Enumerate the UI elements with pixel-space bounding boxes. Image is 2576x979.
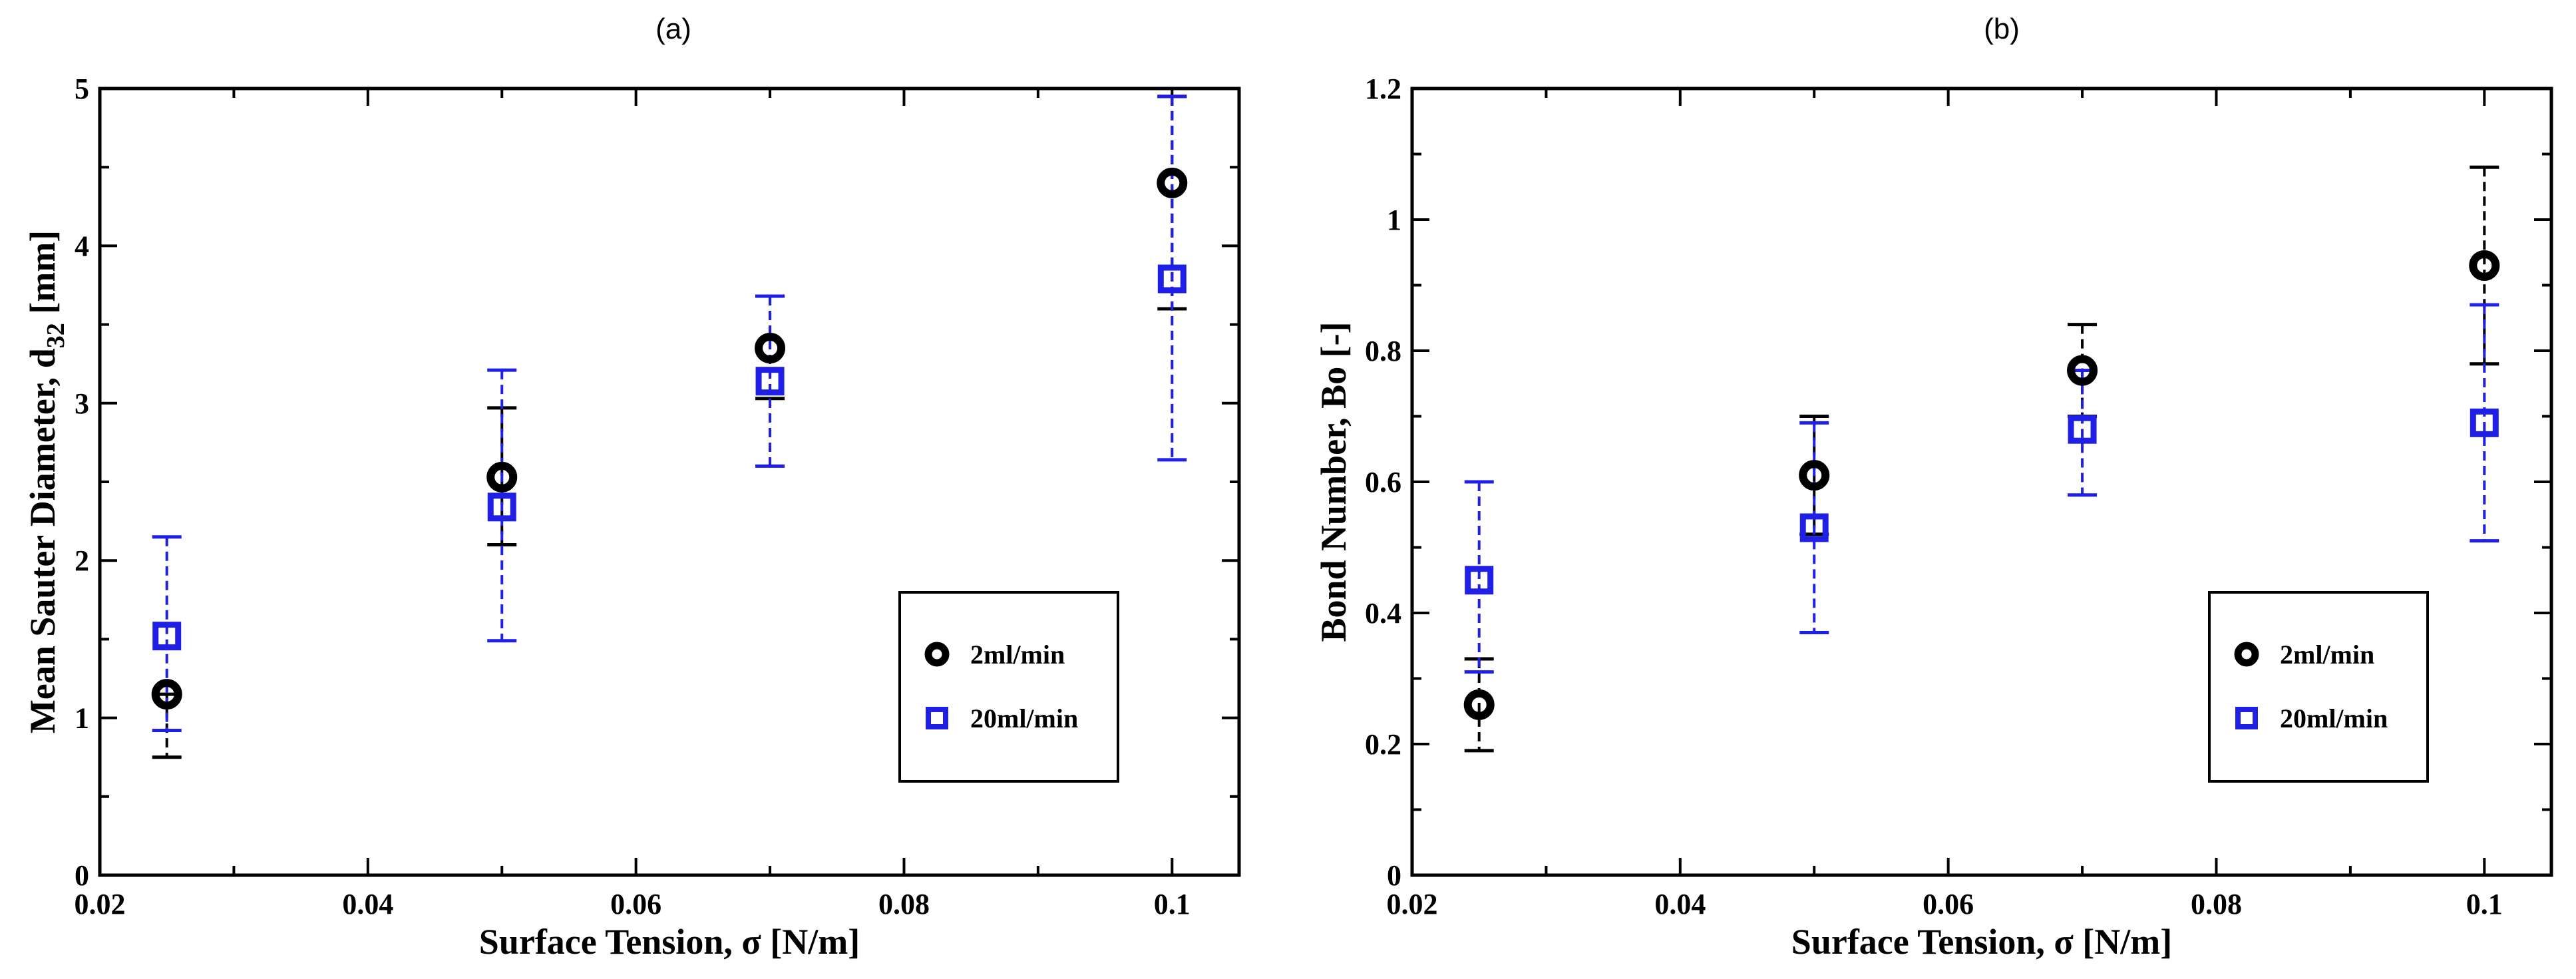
data-point-2ml	[2067, 355, 2098, 386]
data-point-2ml	[1157, 167, 1188, 198]
x-tick-label: 0.1	[1154, 888, 1191, 920]
panel-a-label: (a)	[655, 13, 691, 45]
data-point-20ml	[1799, 513, 1829, 542]
panel-b-x-axis-title: Surface Tension, σ [N/m]	[1791, 922, 2172, 962]
data-point-2ml	[1463, 689, 1495, 720]
panel-b-ticks	[1411, 87, 2551, 877]
data-point-2ml	[151, 679, 182, 710]
y-tick-label: 2	[75, 544, 89, 577]
x-tick-label: 0.1	[2466, 888, 2503, 920]
x-tick-label: 0.04	[342, 888, 393, 920]
panel-b-legend: 2ml/min 20ml/min	[2208, 591, 2429, 783]
y-tick-label: 0	[1387, 859, 1401, 892]
panel-a-legend-box	[898, 591, 1119, 783]
panel-a-legend-label-2ml: 2ml/min	[970, 640, 1065, 670]
panel-b-legend-square-marker	[2235, 707, 2258, 729]
panel-b-legend-label-20ml: 20ml/min	[2280, 703, 2388, 733]
data-point-20ml	[152, 622, 182, 651]
y-tick-label: 5	[75, 73, 89, 105]
panel-a-legend-circle-marker	[924, 642, 950, 667]
data-point-20ml	[2470, 408, 2499, 437]
panel-a-marks	[151, 95, 1188, 759]
x-tick-label: 0.08	[2191, 888, 2242, 920]
data-point-20ml	[487, 492, 516, 522]
panel-b-legend-label-2ml: 2ml/min	[2280, 640, 2374, 670]
x-tick-label: 0.02	[75, 888, 126, 920]
panel-a-tick-labels: 0.02 0.04 0.06 0.08 0.1 0 1 2 3 4 5	[75, 73, 1191, 920]
x-tick-label: 0.06	[610, 888, 661, 920]
y-tick-label: 0.8	[1365, 335, 1401, 367]
panel-a: (a) 0.02 0.04 0.06 0.08 0.1 0 1 2 3 4 5 Surface Te…	[23, 13, 1241, 962]
y-tick-label: 0.4	[1365, 597, 1401, 630]
panel-a-legend-square-marker	[926, 707, 948, 729]
y-tick-label: 4	[75, 230, 89, 262]
panel-b: (b) 0.02 0.04 0.06 0.08 0.1 0 0.2 0.4 0.6 0.8 1 1.2…	[1314, 13, 2553, 962]
y-tick-label: 0	[75, 859, 89, 892]
data-point-2ml	[755, 333, 786, 364]
x-tick-label: 0.04	[1654, 888, 1706, 920]
data-point-2ml	[486, 461, 518, 492]
panel-a-y-axis-title-unit: [mm]	[23, 230, 63, 323]
data-point-20ml	[755, 367, 785, 396]
y-tick-label: 3	[75, 387, 89, 420]
x-tick-label: 0.08	[878, 888, 930, 920]
panel-b-legend-circle-marker	[2234, 642, 2259, 667]
data-point-2ml	[2469, 250, 2500, 281]
panel-a-legend: 2ml/min 20ml/min	[898, 591, 1119, 783]
panel-a-y-axis-title-subscript: 32	[42, 323, 70, 348]
x-tick-label: 0.02	[1387, 888, 1438, 920]
panel-b-legend-box	[2208, 591, 2429, 783]
panel-a-x-axis-title: Surface Tension, σ [N/m]	[479, 922, 860, 962]
y-tick-label: 1	[1387, 204, 1401, 236]
data-point-20ml	[2068, 415, 2097, 444]
y-tick-label: 0.6	[1365, 466, 1401, 498]
panel-a-legend-label-20ml: 20ml/min	[970, 703, 1078, 733]
panel-b-marks	[1463, 165, 2500, 753]
panel-b-tick-labels: 0.02 0.04 0.06 0.08 0.1 0 0.2 0.4 0.6 0.8 1 1.2	[1365, 73, 2503, 920]
data-point-2ml	[1799, 460, 1830, 491]
x-tick-label: 0.06	[1923, 888, 1974, 920]
panel-b-label: (b)	[1984, 13, 2020, 45]
panel-b-y-axis-title: Bond Number, Bo [-]	[1314, 321, 1354, 642]
data-point-20ml	[1157, 264, 1187, 294]
panel-a-y-axis-title-main: Mean Sauter Diameter, d	[23, 348, 63, 733]
y-tick-label: 1.2	[1365, 73, 1401, 105]
y-tick-label: 0.2	[1365, 728, 1401, 761]
y-tick-label: 1	[75, 702, 89, 735]
data-point-20ml	[1465, 566, 1494, 595]
panel-a-y-axis-title: Mean Sauter Diameter, d32 [mm]	[23, 230, 70, 733]
